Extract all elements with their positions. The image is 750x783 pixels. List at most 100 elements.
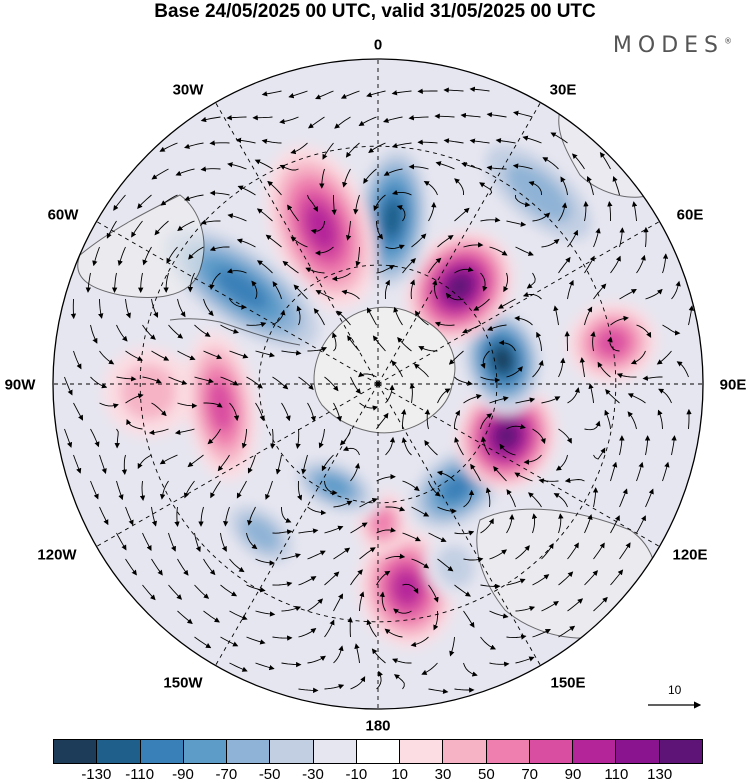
colorbar-swatch (486, 740, 530, 763)
wind-arrow (324, 525, 344, 534)
colorbar (53, 739, 703, 764)
wind-arrow (385, 553, 406, 560)
wind-arrow (255, 662, 275, 671)
wind-arrow (324, 376, 339, 392)
wind-arrow (480, 376, 501, 383)
wind-arrow (413, 363, 429, 378)
wind-arrow (463, 557, 484, 563)
wind-arrow (443, 87, 464, 93)
wind-arrow (90, 480, 99, 500)
wind-arrow (523, 454, 542, 465)
wind-arrow (321, 454, 334, 472)
colorbar-swatch (616, 740, 660, 763)
wind-arrow (332, 332, 338, 352)
negative-anomaly (505, 163, 572, 222)
wind-arrow (619, 435, 625, 456)
wind-arrow (599, 151, 611, 170)
wind-arrow (226, 268, 247, 274)
wind-arrow (514, 315, 533, 326)
wind-arrow (393, 674, 405, 690)
wind-arrow (460, 112, 481, 119)
wind-arrow (636, 461, 644, 482)
wind-arrow (376, 474, 396, 482)
wind-arrow (203, 402, 223, 408)
wind-arrow (480, 217, 501, 223)
wind-arrow (227, 213, 247, 222)
wind-arrow (503, 272, 509, 293)
wind-arrow (160, 194, 178, 206)
lon-label-60w: 60W (47, 206, 79, 224)
wind-arrow (265, 234, 282, 248)
wind-arrow (526, 272, 536, 289)
wind-arrow (246, 636, 266, 645)
wind-arrow (469, 138, 490, 144)
wind-arrow (137, 454, 152, 470)
wind-arrow (558, 428, 572, 444)
wind-arrow (579, 357, 586, 378)
wind-arrow (636, 254, 646, 274)
wind-arrow (522, 291, 542, 300)
wind-arrow (584, 255, 595, 274)
colorbar-swatch (140, 740, 184, 763)
wind-arrow (159, 454, 178, 465)
wind-arrow (385, 244, 405, 250)
wind-arrow (229, 662, 248, 672)
wind-arrow (131, 220, 143, 238)
wind-arrow (593, 596, 608, 612)
wind-arrow (315, 90, 334, 100)
wind-arrow (350, 522, 368, 534)
wind-arrow (454, 266, 474, 274)
wind-arrow (137, 272, 144, 293)
wind-arrow (480, 413, 493, 430)
wind-arrow (433, 610, 439, 631)
wind-arrow (209, 272, 221, 290)
wind-arrow (288, 90, 308, 99)
wind-arrow (489, 549, 508, 560)
wind-arrow (485, 487, 492, 508)
wind-arrow (331, 272, 351, 282)
wind-arrow (359, 402, 379, 411)
colorbar-swatch (443, 740, 487, 763)
wind-arrow (209, 140, 230, 146)
wind-arrow (657, 409, 663, 430)
wind-arrow (293, 284, 308, 300)
wind-arrow (473, 298, 490, 311)
wind-arrow (454, 207, 470, 222)
wind-arrow (480, 350, 490, 369)
wind-arrow (307, 402, 317, 422)
wind-arrow (73, 402, 84, 421)
wind-arrow (353, 194, 360, 215)
wind-arrow (151, 506, 158, 527)
wind-arrow (314, 246, 334, 256)
wind-arrow (434, 321, 455, 327)
colorbar-swatch (97, 740, 141, 763)
colorbar-tick-label: -50 (258, 766, 281, 783)
brand-text: MODES (612, 33, 724, 58)
wind-arrow (630, 350, 646, 365)
wind-arrow (177, 402, 198, 409)
wind-arrow (247, 454, 256, 474)
wind-arrow (90, 428, 100, 448)
wind-arrow (126, 418, 143, 430)
lon-label-180: 180 (365, 717, 391, 735)
wind-arrow (246, 532, 258, 550)
wind-arrow (393, 306, 403, 326)
wind-arrow (324, 571, 340, 586)
wind-arrow (111, 272, 118, 293)
wind-arrow (222, 506, 230, 527)
wind-arrow (383, 116, 403, 123)
wind-arrow (564, 477, 585, 484)
modes-logo: MODES® (613, 33, 732, 58)
colorbar-swatch (659, 740, 702, 763)
wind-arrow (671, 280, 681, 300)
wind-arrow (151, 350, 170, 361)
wind-arrow (310, 220, 325, 235)
wind-arrow (177, 298, 186, 318)
wind-arrow (85, 272, 91, 293)
wind-arrow (480, 636, 497, 650)
wind-arrow (73, 350, 82, 370)
wind-arrow (376, 527, 396, 534)
wind-arrow (151, 168, 169, 180)
wind-arrow (592, 487, 599, 508)
